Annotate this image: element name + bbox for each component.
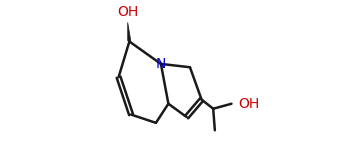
Polygon shape [128,22,131,42]
Text: OH: OH [117,5,138,19]
Text: N: N [156,57,166,71]
Text: OH: OH [238,97,259,111]
